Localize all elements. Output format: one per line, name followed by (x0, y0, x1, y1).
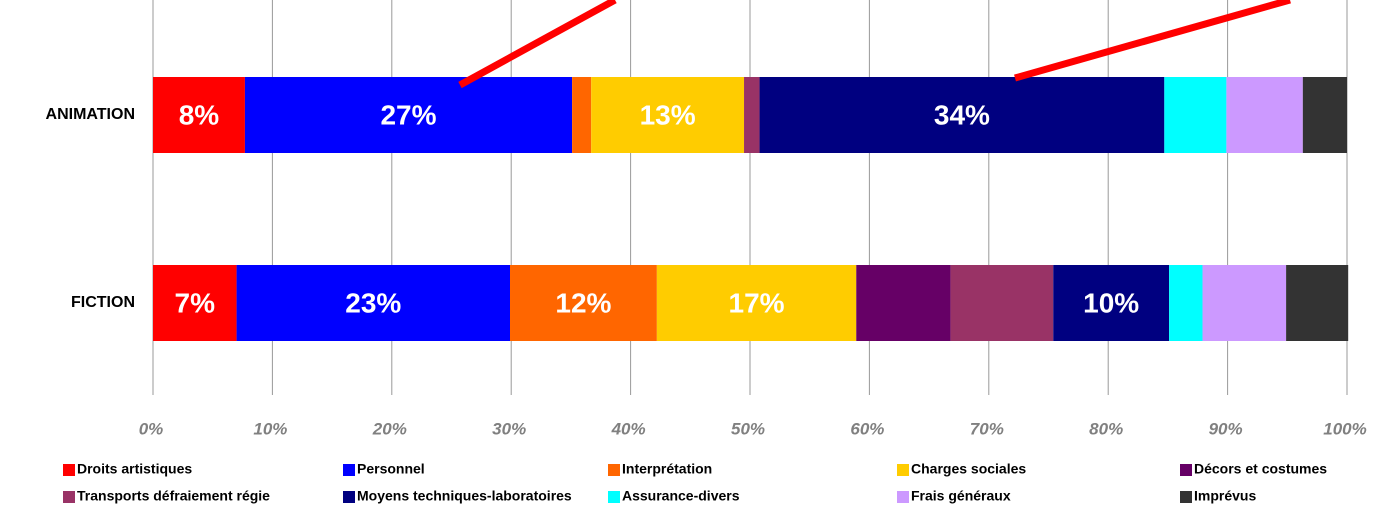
value-label: 8% (179, 99, 220, 130)
x-tick-label: 10% (253, 419, 287, 438)
value-label: 13% (640, 99, 696, 130)
legend-swatch (1180, 491, 1192, 503)
legend-swatch (63, 464, 75, 476)
annotation-arrow (1014, 0, 1291, 82)
grid: 0% 10% 20% 30% 40% 50% 60% 70% 80% 90% 100% (139, 0, 1367, 438)
bar-segment (950, 265, 1054, 341)
bar-segment (656, 265, 857, 341)
value-label: 12% (555, 287, 611, 318)
legend-swatch (897, 464, 909, 476)
x-tick-label: 100% (1323, 419, 1366, 438)
x-tick-label: 40% (611, 419, 646, 438)
value-label: 10% (1083, 287, 1139, 318)
x-tick-label: 80% (1089, 419, 1123, 438)
bar-segment (153, 265, 237, 341)
category-label: ANIMATION (46, 106, 135, 123)
bar-segment (236, 265, 511, 341)
bar-segment (591, 77, 745, 153)
category-label: FICTION (71, 294, 135, 311)
legend-label: Frais généraux (911, 488, 1011, 504)
legend-swatch (608, 464, 620, 476)
bar-segment (572, 77, 592, 153)
bar-segment (1286, 265, 1349, 341)
value-label: 7% (175, 287, 216, 318)
x-tick-label: 50% (731, 419, 765, 438)
legend-swatch (63, 491, 75, 503)
bar-segment (1226, 77, 1303, 153)
legend-swatch (608, 491, 620, 503)
value-label: 27% (380, 99, 436, 130)
bar-segment (759, 77, 1165, 153)
bar-segment (153, 77, 245, 153)
value-label: 23% (345, 287, 401, 318)
legend-label: Décors et costumes (1194, 461, 1327, 477)
bar-segment (1164, 77, 1227, 153)
legend-label: Charges sociales (911, 461, 1026, 477)
legend-swatch (343, 491, 355, 503)
bar-segment (1202, 265, 1287, 341)
legend-label: Transports défraiement régie (77, 488, 270, 504)
legend-label: Interprétation (622, 461, 712, 477)
legend-swatch (1180, 464, 1192, 476)
legend: Droits artistiques Personnel Interprétatio… (63, 461, 1327, 504)
x-tick-label: 70% (970, 419, 1004, 438)
bar-segment (510, 265, 657, 341)
legend-label: Droits artistiques (77, 461, 192, 477)
x-tick-label: 30% (492, 419, 526, 438)
x-tick-label: 60% (850, 419, 884, 438)
bar-segment (1169, 265, 1203, 341)
bars: ANIMATION 8% 27% 13% 34% FICTION 7% 23% 12% 17% 10… (46, 77, 1349, 341)
x-tick-label: 90% (1209, 419, 1243, 438)
legend-swatch (343, 464, 355, 476)
bar-segment (744, 77, 760, 153)
annotation-arrow (458, 0, 617, 89)
bar-segment (856, 265, 951, 341)
bar-segment (1053, 265, 1170, 341)
legend-label: Assurance-divers (622, 488, 740, 504)
bar-segment (244, 77, 573, 153)
legend-label: Imprévus (1194, 488, 1256, 504)
x-tick-label: 0% (139, 419, 164, 438)
legend-swatch (897, 491, 909, 503)
value-label: 17% (729, 287, 785, 318)
value-label: 34% (934, 99, 990, 130)
legend-label: Moyens techniques-laboratoires (357, 488, 572, 504)
x-tick-label: 20% (372, 419, 407, 438)
legend-label: Personnel (357, 461, 425, 477)
bar-segment (1302, 77, 1347, 153)
